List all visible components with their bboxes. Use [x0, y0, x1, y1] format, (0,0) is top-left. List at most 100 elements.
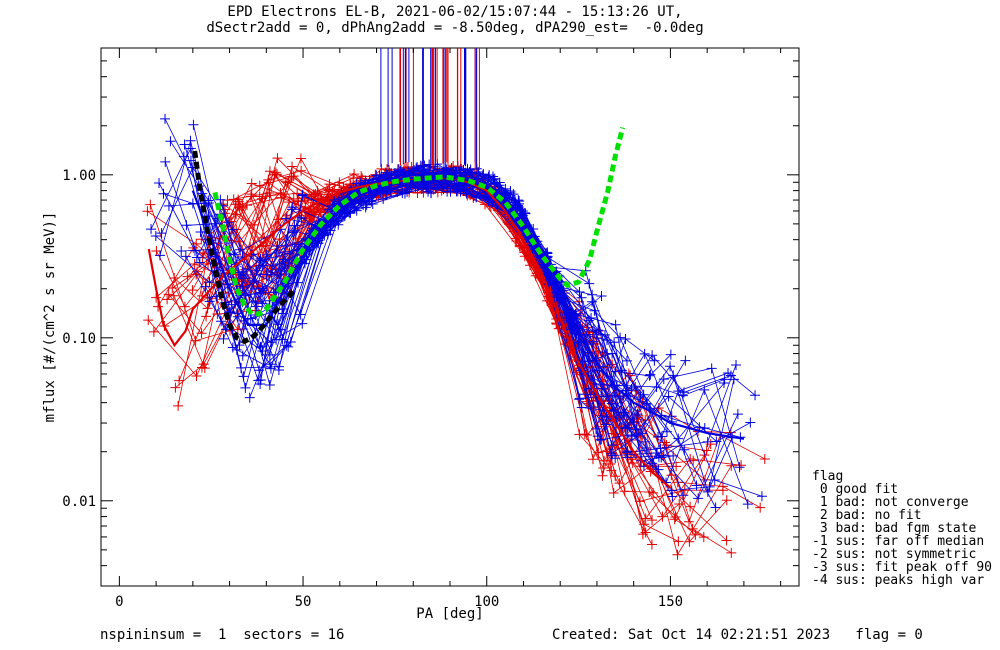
data-point-marker [240, 382, 251, 393]
data-point-marker [710, 502, 721, 513]
data-point-marker [759, 453, 770, 464]
data-point-marker [583, 315, 594, 326]
data-point-marker [647, 350, 658, 361]
data-point-marker [425, 188, 436, 199]
data-point-marker [596, 290, 607, 301]
series-layer [147, 126, 745, 489]
data-point-marker [458, 186, 469, 197]
data-point-marker [191, 371, 202, 382]
data-point-marker [616, 365, 627, 376]
data-point-marker [589, 305, 600, 316]
data-point-marker [143, 315, 154, 326]
data-point-marker [684, 536, 695, 547]
data-point-marker [215, 194, 226, 205]
data-point-marker [179, 139, 190, 150]
data-point-marker [190, 335, 201, 346]
data-point-marker [349, 169, 360, 180]
data-point-marker [244, 392, 255, 403]
data-point-marker [655, 443, 666, 454]
data-point-marker [530, 270, 541, 281]
data-point-marker [280, 176, 291, 187]
series-line-black [192, 150, 298, 345]
data-point-marker [620, 423, 631, 434]
data-point-marker [251, 301, 262, 312]
y-tick-label: 0.10 [62, 331, 96, 347]
data-point-marker [255, 379, 266, 390]
data-point-marker [288, 193, 299, 204]
data-point-marker [237, 350, 248, 361]
data-point-marker [254, 180, 265, 191]
data-point-marker [576, 402, 587, 413]
y-axis-label: mflux [#/(cm^2 s sr MeV)] [42, 212, 58, 423]
data-point-marker [412, 187, 423, 198]
data-point-marker [478, 169, 489, 180]
data-point-marker [189, 259, 200, 270]
data-point-marker [626, 454, 637, 465]
data-point-marker [264, 166, 275, 177]
data-point-marker [228, 224, 239, 235]
x-tick-label: 150 [658, 594, 683, 610]
data-point-marker [231, 344, 242, 355]
data-point-marker [245, 191, 256, 202]
x-tick-label: 100 [474, 594, 499, 610]
data-point-marker [606, 448, 617, 459]
data-point-marker [666, 485, 677, 496]
axes-layer: 0 50 100 150 0.01 0.10 1.00 [62, 48, 799, 610]
x-tick-label: 50 [295, 594, 312, 610]
data-point-marker [610, 319, 621, 330]
data-point-marker [275, 324, 286, 335]
data-point-marker [402, 186, 413, 197]
data-point-marker [271, 248, 282, 259]
data-point-marker [142, 206, 153, 217]
flag-legend: flag 0 good fit 1 bad: not converge 2 ba… [812, 470, 992, 587]
data-point-marker [169, 272, 180, 283]
legend-title: flag [812, 469, 844, 484]
legend-item: -2 sus: not symmetric [812, 547, 977, 562]
data-point-marker [639, 348, 650, 359]
data-point-marker [385, 186, 396, 197]
data-point-marker [185, 155, 196, 166]
data-point-marker [685, 453, 696, 464]
data-point-marker [691, 480, 702, 491]
footer-created-info: Created: Sat Oct 14 02:21:51 2023 flag =… [552, 627, 923, 643]
data-point-marker [151, 292, 162, 303]
data-point-marker [731, 359, 742, 370]
data-point-marker [295, 153, 306, 164]
data-point-marker [640, 527, 651, 538]
data-point-marker [576, 292, 587, 303]
data-point-marker [620, 333, 631, 344]
data-point-marker [286, 204, 297, 215]
data-point-marker [634, 496, 645, 507]
data-point-marker [699, 384, 710, 395]
data-point-marker [702, 486, 713, 497]
data-point-marker [581, 329, 592, 340]
data-point-marker [173, 400, 184, 411]
data-point-marker [145, 199, 156, 210]
data-point-marker [693, 493, 704, 504]
x-axis-label: PA [deg] [416, 606, 483, 622]
data-point-marker [156, 228, 167, 239]
legend-item: 3 bad: bad fgm state [812, 521, 977, 536]
data-point-marker [225, 306, 236, 317]
data-point-marker [255, 375, 266, 386]
legend-item: 1 bad: not converge [812, 495, 969, 510]
peak-spikes [380, 48, 480, 172]
data-point-marker [296, 165, 307, 176]
data-point-marker [218, 333, 229, 344]
data-point-marker [725, 370, 736, 381]
legend-item: -1 sus: far off median [812, 534, 985, 549]
data-point-marker [657, 511, 668, 522]
data-point-marker [587, 454, 598, 465]
y-tick-label: 1.00 [62, 168, 96, 184]
data-point-marker [274, 234, 285, 245]
data-point-marker [366, 196, 377, 207]
data-point-marker [287, 161, 298, 172]
data-point-marker [395, 165, 406, 176]
data-point-marker [295, 309, 306, 320]
data-point-marker [665, 361, 676, 372]
data-point-marker [154, 177, 165, 188]
data-point-marker [646, 539, 657, 550]
data-point-marker [653, 464, 664, 475]
data-point-marker [622, 446, 633, 457]
data-point-marker [465, 164, 476, 175]
